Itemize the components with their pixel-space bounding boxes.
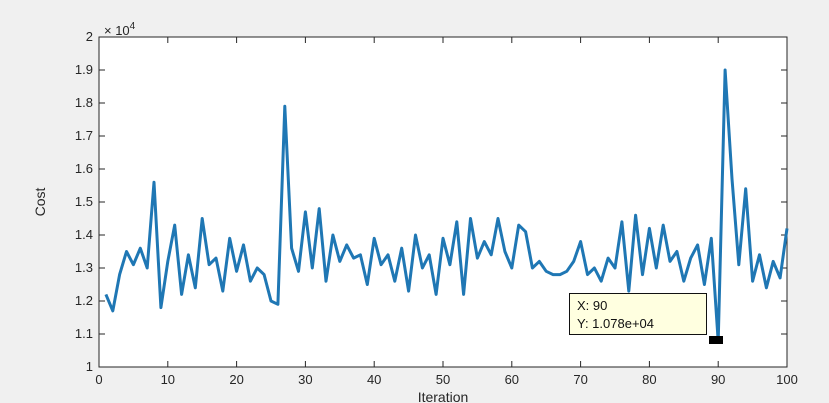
exponent-label: × 104 (104, 21, 136, 38)
x-tick-label: 100 (776, 372, 798, 387)
y-tick-label: 1.1 (75, 326, 93, 341)
datatip-marker[interactable] (709, 336, 723, 344)
y-axis-label: Cost (32, 188, 48, 217)
y-tick-label: 1.5 (75, 194, 93, 209)
x-tick-label: 90 (711, 372, 725, 387)
y-tick-label: 2 (86, 29, 93, 44)
x-tick-label: 0 (95, 372, 102, 387)
tick-labels: 0 10 20 30 40 50 60 70 80 90 100 1 1.1 1.2 1.3 1.4 1.5 1.… (75, 29, 798, 387)
y-tick-label: 1.6 (75, 161, 93, 176)
x-tick-label: 80 (642, 372, 656, 387)
datatip-x: X: 90 (577, 298, 608, 313)
y-tick-label: 1.2 (75, 293, 93, 308)
x-axis-label: Iteration (418, 389, 469, 403)
x-tick-label: 50 (436, 372, 450, 387)
exponent-power: 4 (130, 21, 136, 32)
y-tick-label: 1.4 (75, 227, 93, 242)
x-tick-label: 40 (367, 372, 381, 387)
x-tick-label: 60 (505, 372, 519, 387)
y-tick-label: 1.3 (75, 260, 93, 275)
series-line-cost (104, 68, 789, 343)
datatip-y: Y: 1.078e+04 (577, 316, 654, 331)
y-tick-label: 1 (86, 359, 93, 374)
x-tick-label: 10 (161, 372, 175, 387)
exponent-base: × 10 (104, 23, 130, 38)
y-tick-label: 1.8 (75, 95, 93, 110)
y-tick-label: 1.9 (75, 62, 93, 77)
datatip[interactable]: X: 90 Y: 1.078e+04 (569, 293, 707, 335)
x-tick-label: 70 (573, 372, 587, 387)
x-tick-label: 30 (298, 372, 312, 387)
y-tick-label: 1.7 (75, 128, 93, 143)
x-tick-label: 20 (229, 372, 243, 387)
